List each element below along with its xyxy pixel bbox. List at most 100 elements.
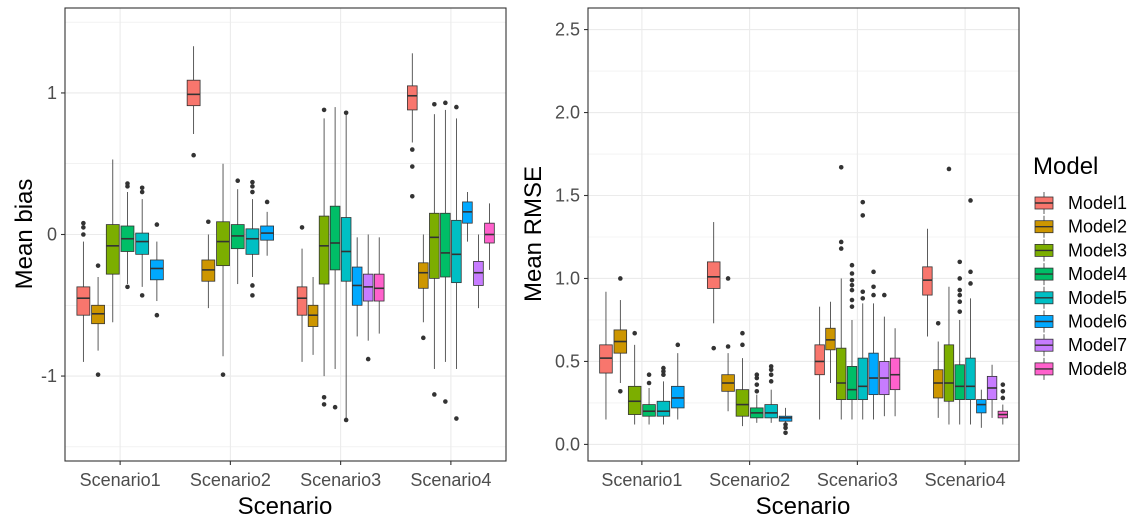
bias-scenario3-model3-iqr: [318, 215, 330, 285]
bias-scenario4-model4-outlier: [443, 399, 448, 404]
bias-scenario1-model1-outlier: [81, 225, 86, 230]
rmse-scenario4-model5-outlier: [968, 269, 973, 275]
bias-scenario4-model1-box: [407, 53, 418, 199]
bias-scenario1-model4-outlier: [125, 284, 130, 290]
rmse-scenario4-model2-iqr: [933, 369, 944, 399]
bias-scenario1-model6-iqr: [150, 259, 164, 281]
rmse-scenario3-model5-iqr: [857, 357, 868, 401]
rmse-scenario2-model5-iqr: [764, 404, 778, 419]
rmse-scenario3-model8-iqr: [889, 357, 901, 391]
rmse-scenario2-model6-outlier: [783, 430, 788, 436]
legend-label: Model4: [1068, 264, 1127, 284]
rmse-scenario4-model1-box: [922, 228, 933, 337]
bias-scenario2-model5-outlier: [250, 189, 255, 195]
rmse-scenario3-model4-outlier: [849, 282, 855, 288]
bias-scenario4-model3-box: [429, 101, 440, 397]
bias-scenario4-model6-box: [462, 192, 473, 242]
rmse-scenario3-model5-outlier: [860, 296, 866, 301]
rmse-scenario3-model2-iqr: [825, 327, 836, 351]
bias-scenario1-model4-box: [120, 181, 135, 290]
rmse-scenario2-model4-outlier: [754, 389, 760, 394]
rmse-scenario3-model4-outlier: [849, 304, 855, 309]
bias-scenario4-model8-iqr: [484, 222, 495, 244]
legend-label: Model5: [1068, 288, 1127, 308]
legend-label: Model1: [1068, 193, 1127, 213]
bias-scenario3-model5-iqr: [340, 217, 352, 282]
rmse-scenario1-model3-box: [627, 330, 642, 425]
bias-boxes: [76, 46, 495, 423]
bias-scenario2-model5-outlier: [250, 283, 255, 288]
rmse-scenario4-model1-iqr: [922, 266, 933, 296]
rmse-scenario3-model5-box: [857, 199, 868, 420]
rmse-scenario1-model6-box: [671, 342, 685, 420]
bias-gridlines: [65, 8, 506, 461]
bias-scenario1-model3-box: [105, 159, 120, 323]
rmse-scenario2-model5-outlier: [768, 372, 774, 378]
rmse-scenario3-model5-outlier: [860, 199, 866, 205]
rmse-scenario1-model2-box: [613, 276, 628, 394]
rmse-scenario4-model4-outlier: [957, 309, 963, 314]
bias-scenario4-model1-outlier: [409, 193, 415, 199]
bias-scenario1-model6-box: [150, 222, 164, 318]
bias-scenario4-model3-outlier: [432, 101, 437, 107]
rmse-scenario1-model4-outlier: [646, 380, 652, 386]
legend: Model Model1Model2Model3Model4Model5Mode…: [1032, 153, 1127, 381]
rmse-scenario4-model3-iqr: [943, 344, 955, 402]
bias-scenario4-model4-box: [440, 100, 451, 404]
bias-scenario3-model3-outlier: [321, 394, 327, 400]
rmse-y-axis-title: Mean RMSE: [520, 166, 547, 302]
rmse-scenario2-model4-outlier: [754, 375, 760, 381]
bias-scenario3-model6-box: [351, 237, 363, 337]
rmse-x-ticks: Scenario1 Scenario2 Scenario3 Scenario4: [601, 461, 1006, 490]
bias-scenario4-model7-box: [473, 234, 484, 309]
rmse-scenario2-model1-iqr: [706, 261, 721, 289]
bias-scenario1-model6-outlier: [154, 312, 160, 318]
rmse-y-tick-label: 1.5: [555, 186, 580, 206]
bias-scenario4-model4-iqr: [440, 212, 451, 278]
rmse-panel-border: [587, 7, 1020, 462]
bias-scenario3-model1-iqr: [296, 286, 308, 316]
rmse-scenario3-model6-box: [868, 269, 879, 420]
bias-scenario3-model3-box: [318, 107, 330, 407]
bias-scenario4-model4-outlier: [443, 100, 448, 106]
bias-x-tick-label: Scenario1: [80, 470, 161, 490]
bias-scenario1-model3-iqr: [105, 224, 120, 275]
rmse-scenario3-model6-outlier: [871, 269, 876, 275]
bias-scenario2-model4-box: [230, 178, 245, 285]
rmse-scenario2-model3-iqr: [735, 389, 750, 417]
rmse-x-tick-label: Scenario1: [601, 470, 682, 490]
rmse-scenario3-model4-outlier: [849, 271, 855, 276]
bias-scenario1-model5-outlier: [139, 185, 145, 191]
rmse-scenario3-model3-outlier: [838, 246, 844, 251]
rmse-y-ticks: 0.0 0.5 1.0 1.5 2.0 2.5: [555, 20, 588, 454]
bias-scenario1-model5-outlier: [139, 189, 145, 195]
bias-y-tick-label: 1: [47, 83, 57, 103]
rmse-scenario4-model8-box: [997, 382, 1008, 425]
legend-item-model6: Model6: [1032, 309, 1127, 334]
rmse-scenario4-model2-box: [933, 320, 944, 418]
rmse-scenario1-model2-outlier: [618, 389, 623, 394]
rmse-scenario2-model6-iqr: [778, 415, 793, 422]
bias-scenario3-model8-box: [373, 237, 385, 334]
rmse-scenario2-model1-outlier: [711, 345, 717, 351]
bias-scenario2-model1-box: [186, 46, 201, 158]
bias-scenario3-model4-outlier: [332, 404, 338, 410]
bias-scenario3-model2-box: [307, 276, 319, 355]
rmse-scenario4-model6-iqr: [976, 399, 987, 414]
bias-x-ticks: Scenario1 Scenario2 Scenario3 Scenario4: [80, 461, 491, 490]
legend-item-model1: Model1: [1032, 191, 1127, 215]
rmse-scenario2-model4-outlier: [754, 382, 760, 387]
bias-scenario1-model1-outlier: [81, 232, 86, 237]
bias-scenario2-model1-iqr: [186, 79, 201, 107]
rmse-scenario1-model1-iqr: [599, 344, 613, 374]
bias-scenario1-model5-box: [135, 185, 150, 298]
legend-label: Model2: [1068, 217, 1127, 237]
bias-scenario4-model5-outlier: [454, 104, 459, 110]
bias-x-tick-label: Scenario3: [300, 470, 381, 490]
rmse-scenario3-model4-box: [846, 262, 858, 420]
bias-scenario4-model1-outlier: [409, 164, 415, 169]
legend-item-model5: Model5: [1032, 285, 1127, 310]
bias-scenario4-model3-iqr: [429, 212, 440, 279]
bias-scenario1-model1-box: [76, 220, 91, 362]
